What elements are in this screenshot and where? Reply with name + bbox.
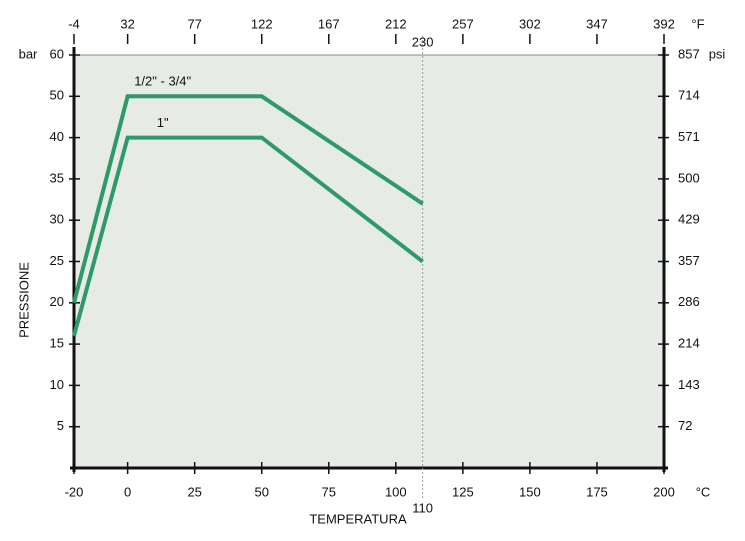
x-tick-label: 25 [187,484,201,499]
x2-tick-label: 212 [385,16,407,31]
series-label: 1/2" - 3/4" [134,74,191,89]
x-tick-label: 175 [586,484,608,499]
x2-tick-label: 77 [187,16,201,31]
x-tick-label: 50 [254,484,268,499]
y2-tick-label: 143 [678,377,700,392]
marker-label-f: 230 [412,34,434,49]
y2-tick-label: 214 [678,336,700,351]
plot-area [74,55,664,468]
x2-unit: °F [691,16,704,31]
y2-tick-label: 286 [678,294,700,309]
y2-tick-label: 857 [678,46,700,61]
y-tick-label: 20 [50,294,64,309]
y-tick-label: 10 [50,377,64,392]
y-tick-label: 5 [57,418,64,433]
x2-tick-label: -4 [68,16,80,31]
x-tick-label: 125 [452,484,474,499]
x-tick-label: 75 [322,484,336,499]
x2-tick-label: 257 [452,16,474,31]
y-axis-label: PRESSIONE [16,262,31,338]
series-line [72,94,424,304]
series-line [72,135,424,337]
y2-tick-label: 714 [678,88,700,103]
y-tick-label: 35 [50,170,64,185]
y-tick-label: 25 [50,253,64,268]
series-label: 1" [157,115,169,130]
y-unit: bar [19,46,38,61]
x2-tick-label: 347 [586,16,608,31]
y-tick-label: 60 [50,46,64,61]
y-tick-label: 30 [50,212,64,227]
y2-tick-label: 571 [678,129,700,144]
y-tick-label: 15 [50,336,64,351]
x2-tick-label: 392 [653,16,675,31]
y2-tick-label: 357 [678,253,700,268]
x2-tick-label: 167 [318,16,340,31]
x-tick-label: 150 [519,484,541,499]
y2-tick-label: 429 [678,212,700,227]
marker-label: 110 [412,500,433,515]
x2-tick-label: 122 [251,16,273,31]
x2-tick-label: 32 [120,16,134,31]
x-axis-label: TEMPERATURA [309,511,407,526]
x-tick-label: -20 [65,484,84,499]
x-tick-label: 100 [385,484,407,499]
y-tick-label: 50 [50,88,64,103]
x-tick-label: 0 [124,484,131,499]
y2-tick-label: 72 [678,418,692,433]
x2-tick-label: 302 [519,16,541,31]
x-tick-label: 200 [653,484,675,499]
y-tick-label: 40 [50,129,64,144]
y2-tick-label: 500 [678,170,700,185]
x-unit: °C [696,484,711,499]
y2-unit: psi [709,46,726,61]
